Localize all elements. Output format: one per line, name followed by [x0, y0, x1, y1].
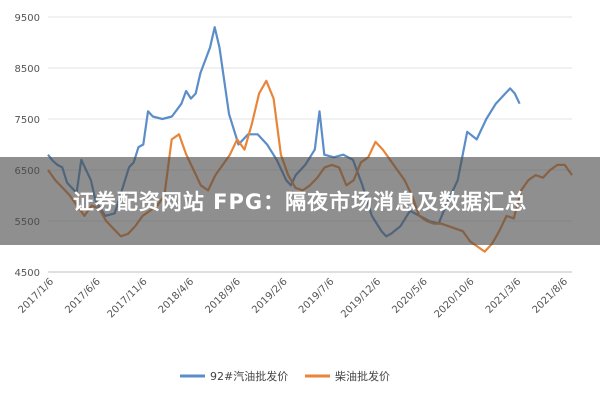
overlay-banner: 证券配资网站 FPG：隔夜市场消息及数据汇总 [0, 157, 600, 245]
x-tick-label: 2020/10/6 [433, 276, 477, 320]
legend: 92#汽油批发价 柴油批发价 [180, 369, 390, 383]
x-tick-label: 2017/1/6 [17, 276, 57, 316]
legend-label-92-gasoline: 92#汽油批发价 [210, 369, 288, 383]
legend-label-diesel: 柴油批发价 [335, 369, 390, 383]
x-axis-ticks: 2017/1/6 2017/6/6 2017/11/6 2018/4/6 2018/9/… [17, 276, 571, 320]
y-tick-label: 7500 [15, 115, 40, 126]
x-tick-label: 2020/5/6 [390, 276, 430, 316]
x-tick-label: 2019/7/6 [297, 276, 337, 316]
x-tick-label: 2017/6/6 [63, 276, 103, 316]
banner-title: 证券配资网站 FPG：隔夜市场消息及数据汇总 [72, 190, 528, 214]
x-tick-label: 2019/2/6 [250, 276, 290, 316]
x-tick-label: 2019/12/6 [339, 276, 383, 320]
y-tick-label: 8500 [15, 64, 40, 75]
x-tick-label: 2021/3/6 [484, 276, 524, 316]
y-tick-label: 9500 [15, 13, 40, 24]
x-tick-label: 2018/4/6 [157, 276, 197, 316]
x-tick-label: 2021/8/6 [531, 276, 571, 316]
x-tick-label: 2018/9/6 [203, 276, 243, 316]
x-tick-label: 2017/11/6 [106, 276, 150, 320]
y-tick-label: 4500 [15, 268, 40, 279]
